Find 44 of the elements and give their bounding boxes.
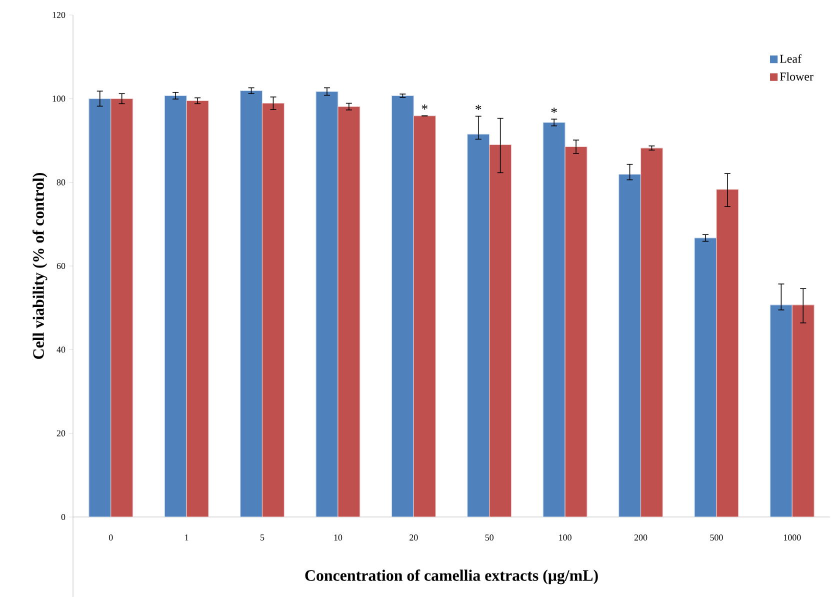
annotation: * bbox=[551, 108, 557, 113]
bar bbox=[489, 144, 512, 517]
bar bbox=[792, 304, 814, 517]
y-tick-label: 20 bbox=[56, 430, 66, 436]
bar bbox=[542, 122, 566, 517]
bar bbox=[391, 95, 414, 517]
annotation: * bbox=[422, 104, 428, 110]
y-tick-label: 60 bbox=[56, 262, 66, 270]
annotation: * bbox=[476, 104, 482, 110]
y-tick-label: 80 bbox=[56, 179, 66, 186]
legend-label: Flower bbox=[780, 72, 814, 81]
bar bbox=[164, 95, 187, 517]
bar bbox=[770, 304, 792, 517]
x-tick-label: 10 bbox=[334, 534, 342, 541]
bar bbox=[694, 238, 717, 517]
bar bbox=[262, 102, 285, 517]
bar bbox=[716, 189, 739, 517]
y-axis-title: Cell viability (% of control) bbox=[32, 172, 48, 359]
x-tick-label: 1000 bbox=[784, 534, 801, 541]
bar bbox=[316, 91, 338, 517]
x-tick-label: 5 bbox=[260, 534, 264, 540]
bar bbox=[338, 106, 360, 517]
bar bbox=[240, 90, 263, 517]
y-tick-label: 100 bbox=[52, 96, 66, 102]
x-tick-label: 200 bbox=[634, 534, 648, 541]
x-axis-title: Concentration of camellia extracts (μg/mL) bbox=[305, 570, 598, 584]
x-tick-label: 500 bbox=[710, 534, 723, 541]
bar bbox=[413, 116, 436, 517]
x-tick-label: 20 bbox=[410, 534, 418, 541]
x-tick-label: 0 bbox=[108, 534, 113, 541]
bar bbox=[186, 100, 209, 517]
legend-label: Leaf bbox=[780, 54, 802, 63]
bar bbox=[110, 98, 134, 517]
bar bbox=[88, 98, 112, 517]
y-tick-label: 0 bbox=[61, 514, 66, 520]
x-tick-label: 100 bbox=[559, 534, 572, 541]
y-tick-label: 120 bbox=[52, 12, 66, 18]
bar bbox=[640, 148, 664, 517]
x-tick-label: 1 bbox=[185, 534, 188, 540]
bar bbox=[618, 174, 642, 517]
bar bbox=[564, 146, 588, 517]
x-tick-label: 50 bbox=[485, 534, 494, 541]
y-tick-label: 40 bbox=[56, 346, 66, 353]
bar bbox=[467, 134, 490, 517]
